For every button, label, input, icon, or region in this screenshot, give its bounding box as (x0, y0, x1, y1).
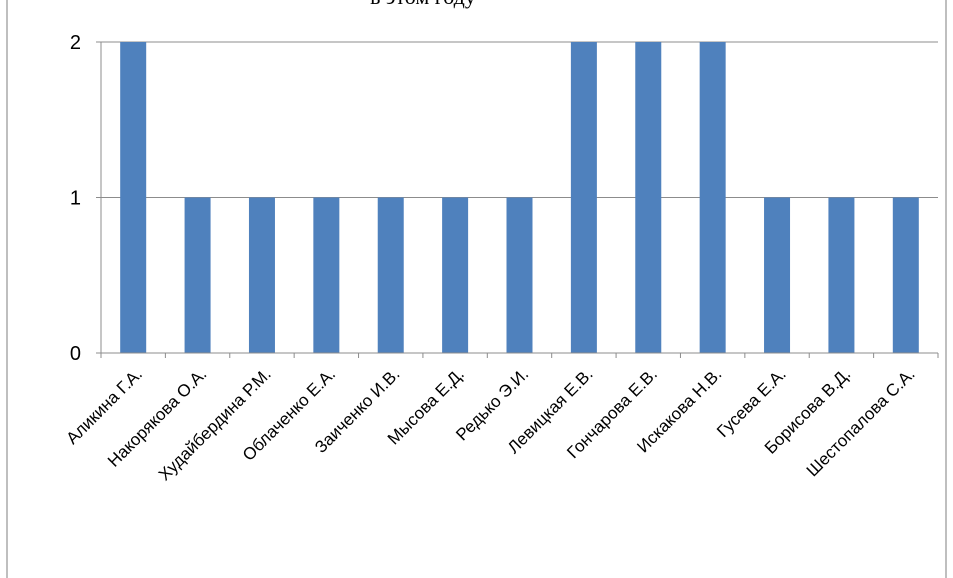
x-tick-label: Худайбердина Р.М. (155, 364, 275, 484)
bar (184, 197, 211, 353)
bar (377, 197, 404, 353)
bar (892, 197, 919, 353)
bar (313, 197, 340, 353)
bar (570, 42, 597, 353)
bar (635, 42, 662, 353)
y-tick-label: 2 (70, 32, 81, 54)
gridlines (101, 41, 938, 198)
bar (120, 42, 147, 353)
chart-title: в этом году (0, 0, 846, 10)
y-tick-label: 1 (70, 188, 81, 210)
x-tick-label: Шестопалова С.А. (803, 364, 919, 480)
bars-group (120, 42, 919, 353)
bar (828, 197, 855, 353)
bar (442, 197, 469, 353)
bar (764, 197, 791, 353)
axes-group (96, 41, 939, 358)
bar (506, 197, 533, 353)
bar (699, 42, 726, 353)
x-tick-labels: Аликина Г.А.Накорякова О.А.Худайбердина … (62, 364, 918, 484)
y-tick-labels: 0 1 2 (70, 32, 81, 365)
y-tick-label: 0 (70, 343, 81, 365)
bar (248, 197, 275, 353)
